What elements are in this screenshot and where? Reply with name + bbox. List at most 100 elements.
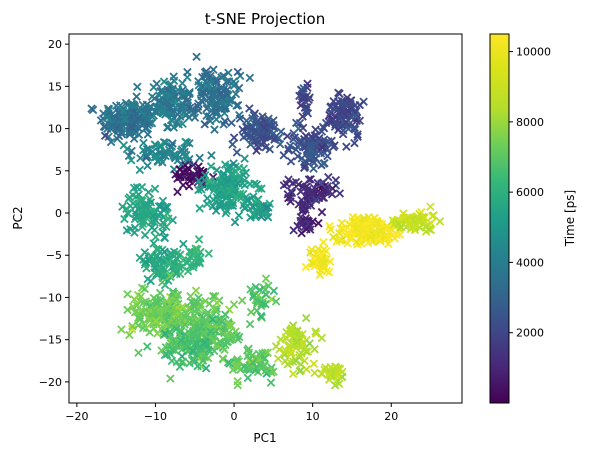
data-point: [161, 343, 171, 352]
data-point: [246, 285, 255, 294]
data-point: [252, 306, 262, 315]
data-point: [346, 234, 355, 243]
data-point: [335, 189, 345, 198]
data-point: [164, 122, 173, 132]
data-point: [311, 327, 320, 336]
data-point: [193, 245, 202, 254]
data-point: [286, 186, 296, 196]
data-point: [194, 162, 203, 171]
data-point: [124, 151, 134, 161]
data-point: [291, 356, 301, 365]
data-point: [231, 192, 241, 201]
data-point: [261, 203, 271, 212]
data-point: [100, 131, 110, 141]
data-point: [346, 99, 355, 109]
data-point: [264, 203, 273, 212]
data-point: [239, 164, 248, 174]
data-point: [315, 270, 325, 280]
data-point: [164, 258, 173, 267]
data-point: [276, 335, 285, 344]
data-point: [155, 96, 164, 105]
data-point: [329, 97, 338, 106]
data-point: [246, 307, 256, 317]
data-point: [171, 153, 180, 163]
data-point: [178, 180, 188, 190]
data-point: [219, 71, 229, 81]
data-point: [426, 202, 435, 211]
colorbar-ticks: 2000 4000 6000 8000 10000: [509, 46, 551, 340]
data-point: [281, 333, 291, 342]
data-point: [204, 353, 213, 363]
data-point: [229, 81, 239, 90]
data-point: [231, 89, 241, 99]
data-point: [192, 318, 202, 328]
colorbar-tick-label: 2000: [516, 327, 544, 340]
data-point: [343, 239, 352, 248]
data-point: [252, 118, 261, 127]
data-point: [165, 327, 175, 337]
data-point: [245, 179, 255, 189]
data-point: [149, 82, 158, 92]
data-point: [273, 354, 283, 363]
data-point: [201, 296, 210, 306]
data-point: [287, 348, 296, 357]
data-point: [374, 234, 383, 243]
data-point: [305, 152, 315, 162]
data-point: [160, 204, 170, 214]
data-point: [344, 124, 353, 134]
data-point: [317, 179, 326, 188]
data-point: [340, 226, 350, 235]
data-point: [298, 329, 307, 339]
data-point: [220, 160, 230, 169]
data-point: [183, 266, 193, 276]
data-point: [311, 195, 321, 205]
data-point: [240, 154, 249, 163]
data-point: [185, 261, 195, 271]
data-point: [353, 229, 363, 238]
y-tick-label: 20: [48, 38, 62, 51]
data-point: [426, 218, 436, 228]
data-point: [202, 78, 211, 88]
data-point: [317, 333, 327, 343]
data-point: [319, 135, 329, 144]
data-point: [235, 71, 245, 81]
data-point: [303, 185, 312, 195]
data-point: [211, 291, 220, 301]
data-point: [420, 213, 429, 222]
data-point: [288, 369, 298, 379]
data-point: [350, 125, 360, 134]
data-point: [146, 198, 156, 207]
data-point: [194, 305, 203, 314]
data-point: [209, 91, 218, 100]
data-point: [162, 305, 172, 315]
data-point: [119, 106, 128, 116]
data-point: [140, 230, 150, 240]
data-point: [245, 73, 255, 83]
data-point: [203, 194, 212, 203]
data-point: [150, 184, 160, 194]
x-tick-label: 20: [384, 410, 398, 423]
data-point: [338, 106, 348, 116]
data-point: [149, 208, 158, 218]
data-point: [195, 204, 204, 213]
data-point: [156, 142, 165, 152]
data-point: [319, 237, 328, 247]
data-point: [275, 345, 284, 354]
data-point: [189, 160, 198, 170]
data-point: [172, 269, 181, 278]
data-point: [132, 92, 141, 101]
y-axis-label: PC2: [11, 206, 25, 229]
data-point: [319, 159, 328, 168]
data-point: [134, 190, 143, 199]
data-point: [171, 263, 180, 272]
data-point: [185, 176, 195, 186]
data-point: [123, 289, 132, 299]
data-point: [228, 182, 237, 191]
data-point: [306, 175, 315, 184]
data-point: [329, 232, 338, 242]
data-point: [140, 201, 149, 210]
data-point: [183, 95, 192, 105]
data-point: [149, 211, 158, 221]
data-point: [240, 176, 249, 185]
data-point: [399, 213, 408, 223]
